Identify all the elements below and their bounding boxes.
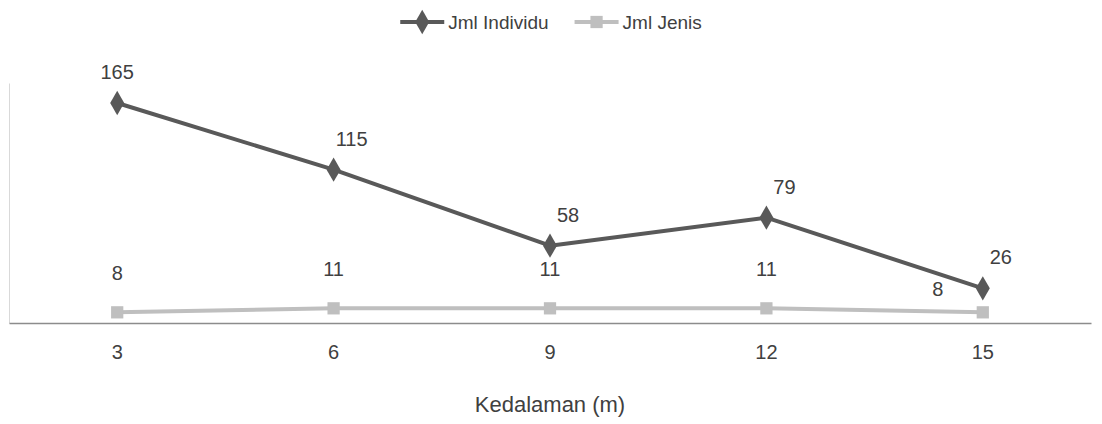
data-label: 165 [101, 61, 134, 83]
x-tick-label: 12 [755, 341, 777, 363]
x-tick: 6 [328, 323, 339, 363]
x-tick: 12 [755, 323, 777, 363]
data-label: 26 [990, 246, 1012, 268]
data-labels: 165 115 58 79 26 8 11 11 11 8 [101, 61, 1012, 300]
marker [111, 306, 123, 318]
x-axis-title: Kedalaman (m) [475, 392, 625, 417]
legend-marker [415, 10, 429, 34]
data-label: 58 [557, 204, 579, 226]
marker [977, 306, 989, 318]
marker [327, 302, 339, 314]
y-axis [9, 84, 10, 324]
marker [760, 302, 772, 314]
chart: 3 6 9 12 15 Kedalaman (m) 165 115 58 79 26 8 11 11 11 8… [0, 0, 1102, 424]
x-tick: 9 [544, 323, 555, 363]
marker [543, 234, 557, 258]
y-axis-line [9, 84, 10, 324]
data-label: 8 [932, 278, 943, 300]
x-tick-label: 9 [544, 341, 555, 363]
data-label: 11 [540, 258, 561, 280]
data-label: 79 [773, 176, 795, 198]
marker [327, 158, 341, 182]
x-axis: 3 6 9 12 15 [10, 323, 1092, 363]
x-axis-line [10, 323, 1092, 324]
legend: Jml Individu Jml Jenis [400, 10, 702, 34]
legend-marker [590, 16, 602, 28]
x-tick-label: 15 [972, 341, 994, 363]
marker [110, 91, 124, 115]
x-tick-label: 6 [328, 341, 339, 363]
x-tick: 15 [972, 323, 994, 363]
x-tick-label: 3 [112, 341, 123, 363]
data-label: 8 [112, 262, 123, 284]
series-line [117, 103, 983, 288]
plot-area [110, 91, 990, 319]
legend-label: Jml Individu [448, 12, 548, 33]
data-label: 115 [336, 128, 368, 150]
legend-item: Jml Individu [400, 10, 548, 34]
marker [544, 302, 556, 314]
x-tick: 3 [112, 323, 123, 363]
legend-label: Jml Jenis [623, 12, 702, 33]
data-label: 11 [323, 258, 344, 280]
marker [976, 276, 990, 300]
data-label: 11 [756, 258, 777, 280]
marker [759, 206, 773, 230]
legend-item: Jml Jenis [575, 12, 702, 33]
